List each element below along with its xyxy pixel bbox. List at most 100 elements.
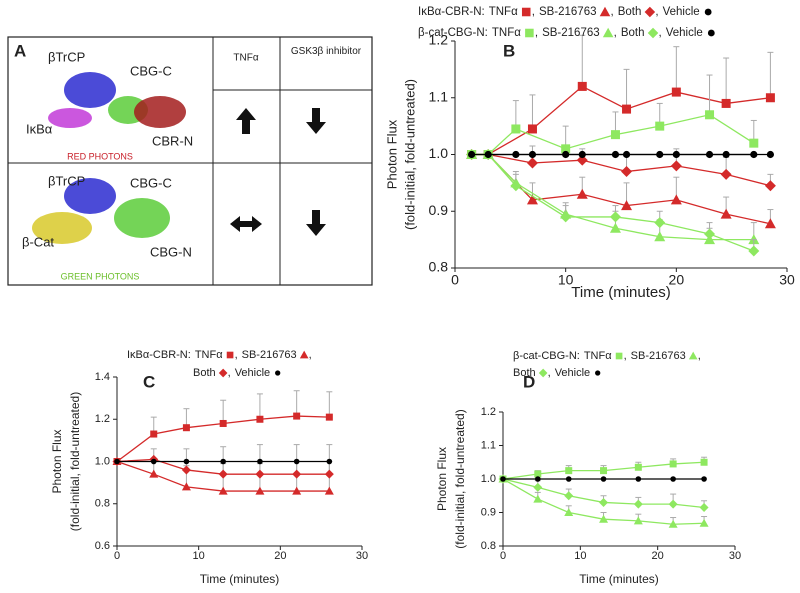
marker-triangle xyxy=(324,486,334,495)
marker-circle xyxy=(150,458,157,465)
marker-triangle xyxy=(533,494,543,503)
legend-separator: , xyxy=(655,6,658,18)
legend-label: Both xyxy=(621,27,645,39)
marker-circle xyxy=(635,476,642,482)
marker-diamond xyxy=(609,211,621,223)
legend-separator: , xyxy=(698,350,701,362)
x-tick-label: 0 xyxy=(114,550,120,562)
marker-square xyxy=(610,130,620,140)
legend-title: IκBα-CBR-N: xyxy=(418,6,485,18)
marker-square xyxy=(525,28,534,38)
protein-label: IκBα xyxy=(26,121,53,136)
row-caption: RED PHOTONS xyxy=(67,151,133,161)
marker-circle xyxy=(611,150,620,159)
marker-triangle xyxy=(599,514,609,523)
marker-circle xyxy=(595,370,601,376)
x-tick-label: 30 xyxy=(356,550,368,562)
marker-circle xyxy=(565,476,572,482)
y-tick-label: 0.9 xyxy=(481,506,496,518)
marker-circle xyxy=(500,476,506,482)
marker-square xyxy=(150,430,158,438)
protein-blob xyxy=(64,72,116,108)
marker-diamond xyxy=(599,497,609,507)
legend-title: IκBα-CBR-N: xyxy=(127,349,191,361)
legend-title: β-cat-CBG-N: xyxy=(513,350,580,362)
legend-separator: , xyxy=(535,27,538,39)
marker-triangle xyxy=(699,518,709,527)
x-tick-label: 20 xyxy=(652,550,664,562)
marker-square xyxy=(700,458,708,466)
legend-label: TNFα xyxy=(584,350,612,362)
marker-triangle xyxy=(764,218,776,229)
legend-label: Both xyxy=(193,367,216,379)
legend-label: Vehicle xyxy=(666,27,703,39)
marker-circle xyxy=(512,150,520,159)
y-tick-label: 1.1 xyxy=(481,439,496,451)
protein-blob xyxy=(114,198,170,238)
marker-circle xyxy=(257,458,263,465)
marker-square xyxy=(565,467,573,475)
marker-square xyxy=(511,124,521,134)
series-line xyxy=(471,114,755,156)
marker-triangle xyxy=(633,516,643,525)
protein-blob xyxy=(48,108,92,128)
y-axis-label: Photon Flux xyxy=(384,119,399,189)
marker-triangle xyxy=(599,6,611,17)
marker-diamond xyxy=(764,180,776,192)
panel-label: D xyxy=(523,372,535,391)
protein-blob xyxy=(64,178,116,214)
protein-label: β-Cat xyxy=(22,234,54,249)
marker-circle xyxy=(707,29,715,37)
x-tick-label: 30 xyxy=(729,550,741,562)
legend-label: Vehicle xyxy=(663,6,700,18)
marker-square xyxy=(219,419,227,427)
marker-triangle xyxy=(668,519,678,528)
legend-label: SB-216763 xyxy=(542,27,600,39)
y-axis-label: (fold-initial, fold-untreated) xyxy=(402,79,417,230)
column-header-box: GSK3β inhibitor xyxy=(290,46,362,57)
marker-triangle xyxy=(218,486,228,495)
x-tick-label: 20 xyxy=(669,271,685,287)
legend-separator: , xyxy=(610,6,613,18)
legend-label: SB-216763 xyxy=(631,350,686,362)
series-line xyxy=(471,153,755,252)
x-axis-label: Time (minutes) xyxy=(200,572,280,586)
marker-diamond xyxy=(704,228,716,240)
marker-square xyxy=(721,98,731,108)
y-axis-label: Photon Flux xyxy=(50,429,64,493)
column-header: TNFα xyxy=(233,53,258,64)
marker-diamond xyxy=(647,27,659,39)
marker-diamond xyxy=(218,368,228,378)
marker-diamond xyxy=(644,6,656,18)
marker-circle xyxy=(484,150,492,159)
marker-diamond xyxy=(670,160,682,172)
panel-label: B xyxy=(503,41,515,60)
marker-circle xyxy=(670,476,676,482)
protein-label: CBG-C xyxy=(130,63,172,78)
legend-label: TNFα xyxy=(492,27,521,39)
arrow-up xyxy=(236,108,256,134)
marker-diamond xyxy=(292,469,302,479)
marker-triangle xyxy=(670,194,682,205)
legend-label: Both xyxy=(618,6,642,18)
arrow-both xyxy=(230,216,262,232)
marker-triangle xyxy=(720,208,732,219)
row-caption: GREEN PHOTONS xyxy=(61,271,140,281)
marker-triangle xyxy=(609,222,621,233)
marker-circle xyxy=(275,370,281,376)
marker-triangle xyxy=(299,350,309,359)
protein-blob xyxy=(32,212,92,244)
column-header: GSK3β inhibitor xyxy=(290,46,362,57)
marker-triangle xyxy=(526,194,538,205)
x-axis-label: Time (minutes) xyxy=(571,284,670,301)
marker-diamond xyxy=(324,469,334,479)
marker-circle xyxy=(701,476,707,482)
marker-diamond xyxy=(510,180,522,192)
y-axis-label: Photon Flux xyxy=(435,447,449,511)
marker-diamond xyxy=(533,482,543,492)
marker-square xyxy=(671,87,681,97)
marker-circle xyxy=(766,150,775,159)
marker-diamond xyxy=(633,499,643,509)
marker-square xyxy=(534,470,542,478)
